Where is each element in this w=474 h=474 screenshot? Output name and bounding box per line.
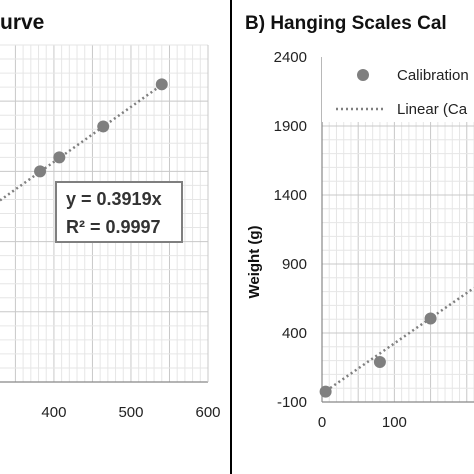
equation-line: y = 0.3919x [66,189,162,209]
panel-a-points [34,78,168,178]
panel-b-chart: B) Hanging Scales Cal -100 400 900 1400 1900… [245,13,474,431]
legend-marker-calibration [357,69,369,81]
data-point [373,355,386,368]
data-point [424,312,437,325]
data-point [97,120,110,133]
data-point [319,385,332,398]
panel-b-points [319,312,437,398]
data-point [53,151,66,164]
panel-b-y-axis-label: Weight (g) [246,225,263,298]
panel-a-title: urve [0,11,44,34]
y-tick-label: 2400 [274,49,307,66]
y-tick-label: -100 [277,394,307,411]
panel-b-y-ticks: -100 400 900 1400 1900 2400 [274,49,307,411]
panel-b-trendline [321,286,474,395]
data-point [34,165,47,178]
legend-label-linear: Linear (Ca [397,101,468,118]
panel-b-legend: Calibration Linear (Ca [322,56,474,122]
panel-a-x-ticks: 400 500 600 [41,404,220,421]
trendline [0,83,163,202]
panel-a-trendline [0,83,163,202]
legend-background [322,56,474,122]
panel-a-equation-box: y = 0.3919x R² = 0.9997 [55,181,183,243]
panel-a-chart: urve 400 500 600 y = 0.3919x R² = 0.9997 [0,11,221,421]
y-tick-label: 900 [282,256,307,273]
legend-label-calibration: Calibration [397,67,469,84]
r-squared-line: R² = 0.9997 [66,217,161,237]
x-tick-label: 500 [118,404,143,421]
panel-b-title: B) Hanging Scales Cal [245,13,447,34]
panel-a-axes [0,45,209,383]
y-tick-label: 1400 [274,187,307,204]
y-tick-label: 400 [282,325,307,342]
x-tick-label: 600 [195,404,220,421]
x-tick-label: 400 [41,404,66,421]
equation-box-frame [55,181,183,243]
y-tick-label: 1900 [274,118,307,135]
data-point [155,78,168,91]
panel-b-x-ticks: 0 100 [318,414,407,431]
x-tick-label: 0 [318,414,326,431]
trendline [321,286,474,395]
x-tick-label: 100 [382,414,407,431]
